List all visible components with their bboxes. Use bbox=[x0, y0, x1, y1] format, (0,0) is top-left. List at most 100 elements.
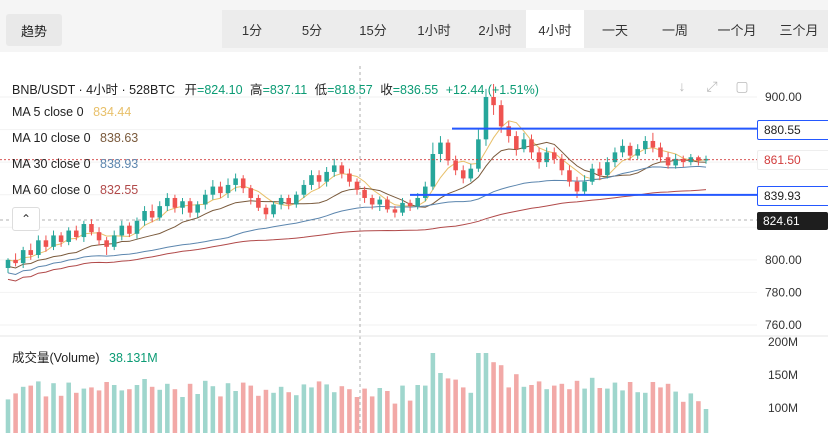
volume-bar bbox=[468, 392, 474, 433]
candle-body bbox=[551, 152, 557, 159]
volume-bar bbox=[134, 385, 140, 433]
volume-bar bbox=[339, 386, 345, 433]
candle-body bbox=[347, 173, 352, 182]
candle-body bbox=[187, 201, 193, 213]
candle-body bbox=[225, 184, 231, 194]
candle-body bbox=[20, 250, 26, 264]
tab-2h[interactable]: 2小时 bbox=[478, 22, 512, 38]
candle-body bbox=[605, 162, 610, 176]
ma30-value: 838.93 bbox=[100, 157, 139, 171]
tab-1d[interactable]: 一天 bbox=[601, 22, 628, 38]
candle-body bbox=[263, 207, 269, 215]
volume-bar bbox=[400, 385, 405, 433]
lower-level-tag[interactable]: 839.93 bbox=[757, 186, 828, 206]
volume-bar bbox=[650, 382, 656, 433]
candle-body bbox=[468, 168, 474, 179]
candle-body bbox=[612, 152, 618, 163]
close-value: =836.55 bbox=[392, 83, 439, 97]
candle-body bbox=[111, 235, 117, 247]
screenshot-icon[interactable]: ▢ bbox=[735, 77, 749, 94]
volume-bar bbox=[612, 382, 618, 433]
candle-body bbox=[567, 170, 572, 182]
candle-body bbox=[13, 259, 18, 264]
volume-bar bbox=[172, 389, 178, 433]
candle-body bbox=[643, 140, 648, 150]
collapse-legend-button[interactable]: ⌃ bbox=[12, 207, 40, 231]
volume-bar bbox=[248, 385, 254, 433]
candle-body bbox=[506, 126, 512, 137]
candle-body bbox=[460, 170, 466, 179]
candle-body bbox=[635, 149, 640, 156]
y-tick-label: 800.00 bbox=[765, 253, 802, 267]
candle-body bbox=[377, 199, 383, 205]
candles bbox=[5, 83, 709, 273]
volume-bar bbox=[544, 389, 549, 433]
volume-bar bbox=[567, 389, 572, 433]
candle-body bbox=[680, 158, 686, 163]
download-icon[interactable]: ↓ bbox=[678, 78, 686, 94]
symbol-label: BNB/USDT · 4小时 · 528BTC bbox=[12, 83, 176, 97]
volume-bar bbox=[430, 353, 436, 433]
tab-1mo[interactable]: 一个月 bbox=[717, 22, 757, 38]
volume-bars bbox=[5, 353, 709, 433]
volume-bar bbox=[574, 380, 580, 433]
candle-body bbox=[210, 186, 216, 195]
candle-body bbox=[339, 165, 345, 174]
candle-body bbox=[233, 178, 238, 185]
fullscreen-icon[interactable]: ⤢ bbox=[706, 77, 718, 94]
volume-bar bbox=[491, 362, 496, 433]
candle-body bbox=[597, 168, 603, 176]
volume-bar bbox=[5, 399, 11, 433]
volume-bar bbox=[165, 383, 170, 433]
candle-body bbox=[400, 202, 405, 213]
candle-body bbox=[620, 145, 625, 153]
candle-body bbox=[354, 181, 360, 190]
volume-legend: 成交量(Volume) 38.131M bbox=[12, 347, 158, 366]
volume-bar bbox=[149, 386, 155, 433]
candle-body bbox=[483, 97, 489, 140]
tab-1m[interactable]: 1分 bbox=[241, 22, 263, 38]
volume-bar bbox=[111, 385, 117, 433]
timeframe-selector: 1分 5分 15分 1小时 2小时 4小时 一天 一周 一个月 三个月 bbox=[222, 10, 828, 48]
tab-3mo[interactable]: 三个月 bbox=[779, 22, 819, 38]
volume-bar bbox=[460, 387, 466, 433]
tab-15m[interactable]: 15分 bbox=[359, 22, 387, 38]
candle-body bbox=[696, 157, 701, 161]
volume-bar bbox=[74, 392, 79, 433]
volume-bar bbox=[96, 390, 102, 433]
ma10-legend: MA 10 close 0 838.63 bbox=[12, 131, 138, 145]
volume-bar bbox=[582, 388, 587, 433]
candle-body bbox=[407, 202, 413, 207]
ma-line-5 bbox=[7, 120, 707, 263]
volume-bar bbox=[294, 395, 299, 433]
volume-bar bbox=[498, 365, 504, 433]
tab-5m[interactable]: 5分 bbox=[301, 22, 323, 38]
cursor-price-tag: 824.61 bbox=[757, 212, 828, 230]
trend-button[interactable]: 趋势 bbox=[6, 14, 62, 46]
candle-body bbox=[256, 197, 261, 208]
candle-body bbox=[149, 211, 155, 218]
candle-body bbox=[96, 232, 102, 241]
upper-level-tag[interactable]: 880.55 bbox=[757, 120, 828, 140]
candle-body bbox=[324, 171, 329, 182]
volume-bar bbox=[195, 394, 200, 433]
y-axis-labels: 900.00 800.00 780.00 760.00 bbox=[765, 90, 802, 332]
high-value: =837.11 bbox=[262, 83, 308, 97]
ma10-label: MA 10 close 0 bbox=[12, 131, 91, 145]
tab-1w[interactable]: 一周 bbox=[661, 22, 688, 38]
volume-bar bbox=[696, 401, 701, 433]
tab-4h[interactable]: 4小时 bbox=[526, 10, 584, 48]
volume-bar bbox=[620, 390, 625, 433]
volume-bar bbox=[89, 387, 94, 433]
volume-bar bbox=[157, 389, 163, 433]
candle-body bbox=[248, 188, 254, 198]
candle-body bbox=[415, 197, 420, 207]
candle-body bbox=[559, 158, 565, 171]
tab-1h[interactable]: 1小时 bbox=[417, 22, 451, 38]
volume-bar bbox=[263, 389, 269, 433]
volume-bar bbox=[506, 387, 512, 433]
volume-bar bbox=[529, 385, 534, 433]
volume-bar bbox=[362, 388, 367, 433]
candle-body bbox=[278, 197, 284, 205]
